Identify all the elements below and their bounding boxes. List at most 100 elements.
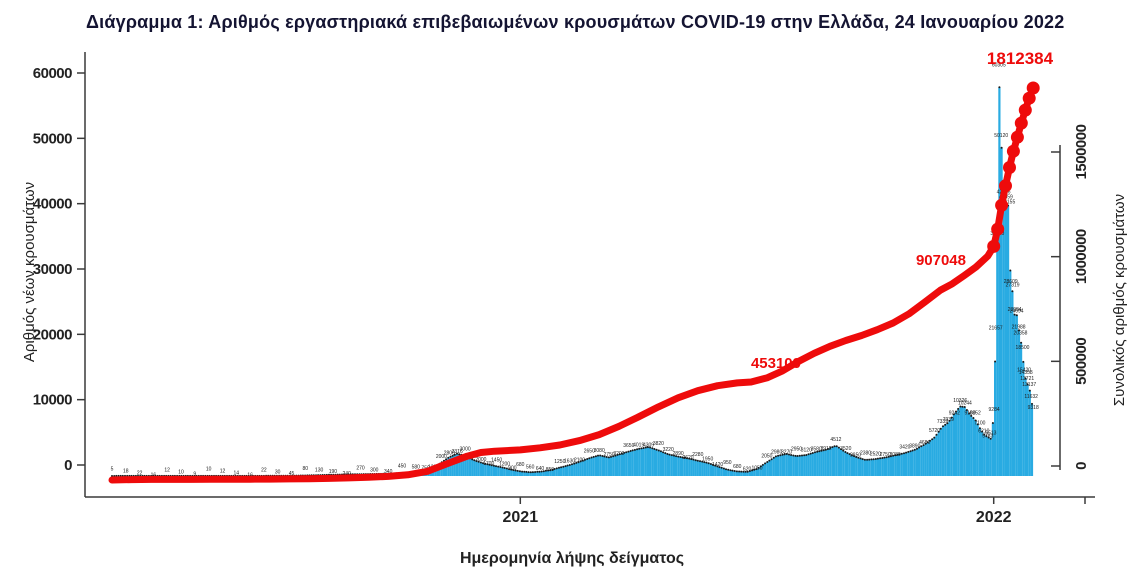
svg-text:3316: 3316 xyxy=(452,449,463,455)
svg-text:4512: 4512 xyxy=(830,437,841,443)
svg-text:8352: 8352 xyxy=(970,410,981,416)
svg-text:2650: 2650 xyxy=(584,449,595,455)
svg-text:2050: 2050 xyxy=(761,454,772,460)
svg-text:9100: 9100 xyxy=(964,410,975,416)
svg-text:2520: 2520 xyxy=(870,452,881,458)
svg-text:1000000: 1000000 xyxy=(1073,229,1090,284)
svg-text:640: 640 xyxy=(536,466,545,472)
svg-text:40155: 40155 xyxy=(1001,199,1015,205)
svg-text:2620: 2620 xyxy=(682,455,693,461)
svg-text:5513: 5513 xyxy=(985,430,996,436)
svg-text:6210: 6210 xyxy=(978,429,989,435)
svg-text:22: 22 xyxy=(137,470,143,476)
svg-text:60305: 60305 xyxy=(992,63,1006,69)
svg-text:2980: 2980 xyxy=(771,449,782,455)
svg-text:3120: 3120 xyxy=(801,448,812,454)
svg-text:1450: 1450 xyxy=(491,458,502,464)
svg-text:270: 270 xyxy=(356,466,365,472)
svg-text:3650: 3650 xyxy=(623,443,634,449)
svg-text:60000: 60000 xyxy=(33,65,72,82)
svg-text:13137: 13137 xyxy=(1022,382,1036,388)
svg-text:7339: 7339 xyxy=(937,419,948,425)
svg-text:50000: 50000 xyxy=(33,130,72,147)
svg-text:7939: 7939 xyxy=(943,417,954,423)
svg-text:3270: 3270 xyxy=(781,450,792,456)
svg-text:2750: 2750 xyxy=(880,452,891,458)
svg-text:900: 900 xyxy=(508,465,517,471)
svg-text:5720: 5720 xyxy=(929,428,940,434)
svg-text:30: 30 xyxy=(275,469,281,475)
svg-text:1500000: 1500000 xyxy=(1073,124,1090,179)
left-axis: 0 10000 20000 30000 40000 50000 60000 Αριθμός ν… xyxy=(21,52,86,497)
svg-text:3820: 3820 xyxy=(653,441,664,447)
right-axis: 0 500000 1000000 1500000 Συνολικός αριθμός κ… xyxy=(1051,124,1128,470)
daily-bars xyxy=(308,87,1034,477)
svg-text:3912: 3912 xyxy=(820,446,831,452)
svg-text:20000: 20000 xyxy=(33,326,72,343)
daily-points xyxy=(111,86,1033,477)
svg-text:9284: 9284 xyxy=(989,407,1000,413)
svg-text:2100: 2100 xyxy=(574,457,585,463)
x-axis: 2021 2022 xyxy=(85,496,1095,526)
svg-text:3080: 3080 xyxy=(594,448,605,454)
svg-text:1200: 1200 xyxy=(499,461,510,467)
left-axis-title: Αριθμός νέων κρουσμάτων xyxy=(21,182,38,362)
svg-text:12: 12 xyxy=(164,467,170,473)
svg-text:2280: 2280 xyxy=(692,452,703,458)
svg-text:9: 9 xyxy=(193,471,196,477)
chart-title: Διάγραμμα 1: Αριθμός εργαστηριακά επιβεβ… xyxy=(86,12,1065,32)
svg-text:1950: 1950 xyxy=(702,456,713,462)
svg-text:10326: 10326 xyxy=(953,398,967,404)
svg-text:22: 22 xyxy=(261,467,267,473)
svg-text:130: 130 xyxy=(315,468,324,474)
svg-text:10: 10 xyxy=(206,466,212,472)
svg-text:23984: 23984 xyxy=(1008,307,1022,313)
svg-text:240: 240 xyxy=(343,471,352,477)
svg-text:680: 680 xyxy=(516,462,525,468)
svg-text:40000: 40000 xyxy=(33,196,72,213)
svg-text:9242: 9242 xyxy=(949,410,960,416)
svg-text:950: 950 xyxy=(723,460,732,466)
svg-text:28609: 28609 xyxy=(1004,279,1018,285)
svg-text:3220: 3220 xyxy=(663,447,674,453)
svg-text:300: 300 xyxy=(370,468,379,474)
svg-text:21657: 21657 xyxy=(989,326,1003,332)
svg-text:1050: 1050 xyxy=(751,465,762,471)
svg-text:2950: 2950 xyxy=(791,447,802,453)
svg-text:10000: 10000 xyxy=(33,392,72,409)
svg-text:3420: 3420 xyxy=(899,445,910,451)
svg-text:620: 620 xyxy=(743,466,752,472)
svg-text:0: 0 xyxy=(64,457,72,474)
svg-text:907048: 907048 xyxy=(916,252,966,269)
svg-text:680: 680 xyxy=(733,464,742,470)
svg-text:2000: 2000 xyxy=(436,454,447,460)
svg-text:2850: 2850 xyxy=(850,452,861,458)
svg-text:15420: 15420 xyxy=(1017,368,1031,374)
svg-text:4309: 4309 xyxy=(643,443,654,449)
svg-text:560: 560 xyxy=(526,465,535,471)
svg-text:3580: 3580 xyxy=(811,446,822,452)
svg-text:12: 12 xyxy=(220,468,226,474)
svg-text:45: 45 xyxy=(289,471,295,477)
svg-text:1812384: 1812384 xyxy=(987,49,1054,68)
svg-text:80: 80 xyxy=(303,466,309,472)
svg-text:24094: 24094 xyxy=(1010,308,1024,314)
svg-text:1420: 1420 xyxy=(712,462,723,468)
cumulative-line xyxy=(108,81,1040,484)
svg-text:27319: 27319 xyxy=(1006,283,1020,289)
svg-text:2000: 2000 xyxy=(475,457,486,463)
svg-text:1630: 1630 xyxy=(564,459,575,465)
svg-text:3080: 3080 xyxy=(890,452,901,458)
svg-text:4680: 4680 xyxy=(919,440,930,446)
svg-text:3520: 3520 xyxy=(840,446,851,452)
svg-text:14358: 14358 xyxy=(1019,370,1033,376)
svg-text:5: 5 xyxy=(111,467,114,473)
svg-text:9318: 9318 xyxy=(1028,405,1039,411)
svg-text:7100: 7100 xyxy=(974,421,985,427)
svg-text:5783: 5783 xyxy=(982,434,993,440)
daily-value-labels: 5 18 22 16 12 10 9 10 12 14 16 22 30 45 80 130 190 240 270… xyxy=(111,63,1039,479)
svg-text:2890: 2890 xyxy=(673,451,684,457)
